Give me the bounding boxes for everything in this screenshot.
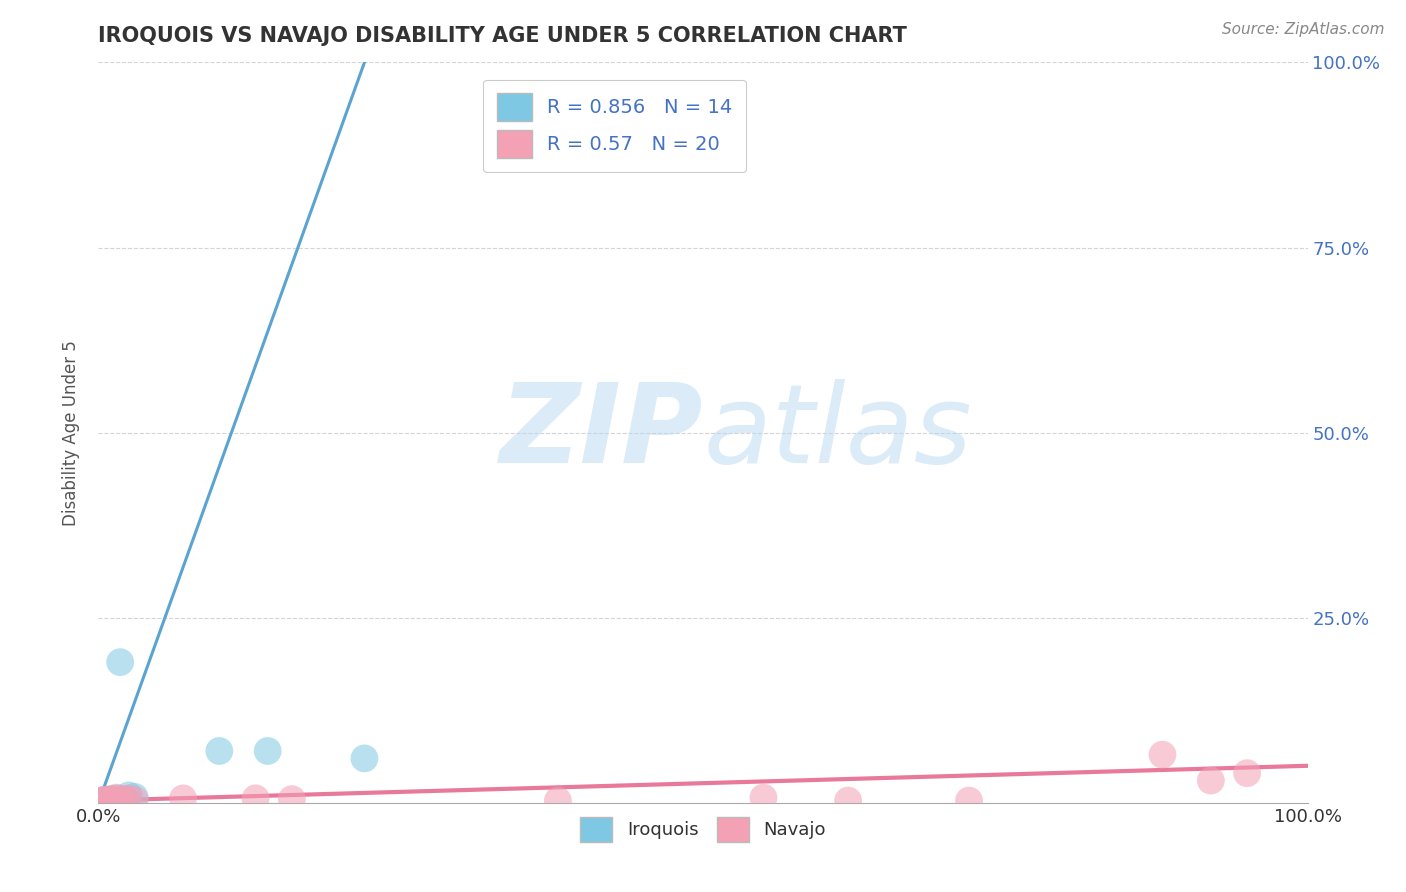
- Point: [98, 792, 121, 806]
- Point: [256, 744, 278, 758]
- Point: [101, 792, 124, 806]
- Text: IROQUOIS VS NAVAJO DISABILITY AGE UNDER 5 CORRELATION CHART: IROQUOIS VS NAVAJO DISABILITY AGE UNDER …: [98, 26, 907, 45]
- Point: [837, 794, 859, 808]
- Point: [91, 794, 114, 808]
- Point: [96, 794, 118, 808]
- Point: [93, 793, 115, 807]
- Point: [1152, 747, 1174, 762]
- Point: [98, 793, 121, 807]
- Legend: Iroquois, Navajo: Iroquois, Navajo: [572, 809, 834, 849]
- Point: [208, 744, 231, 758]
- Point: [1236, 766, 1258, 780]
- Point: [105, 791, 128, 805]
- Point: [1199, 773, 1222, 788]
- Point: [281, 792, 304, 806]
- Point: [111, 793, 134, 807]
- Point: [353, 751, 375, 765]
- Point: [105, 790, 128, 805]
- Text: Source: ZipAtlas.com: Source: ZipAtlas.com: [1222, 22, 1385, 37]
- Text: atlas: atlas: [703, 379, 972, 486]
- Point: [124, 793, 146, 807]
- Point: [93, 793, 115, 807]
- Point: [124, 789, 146, 804]
- Text: ZIP: ZIP: [499, 379, 703, 486]
- Point: [957, 794, 980, 808]
- Point: [172, 791, 194, 805]
- Point: [118, 789, 141, 803]
- Point: [118, 791, 141, 805]
- Point: [752, 790, 775, 805]
- Point: [114, 793, 136, 807]
- Point: [245, 791, 267, 805]
- Point: [547, 794, 569, 808]
- Point: [101, 793, 124, 807]
- Y-axis label: Disability Age Under 5: Disability Age Under 5: [62, 340, 80, 525]
- Point: [108, 655, 131, 669]
- Point: [108, 792, 131, 806]
- Point: [114, 792, 136, 806]
- Point: [96, 794, 118, 808]
- Point: [91, 794, 114, 808]
